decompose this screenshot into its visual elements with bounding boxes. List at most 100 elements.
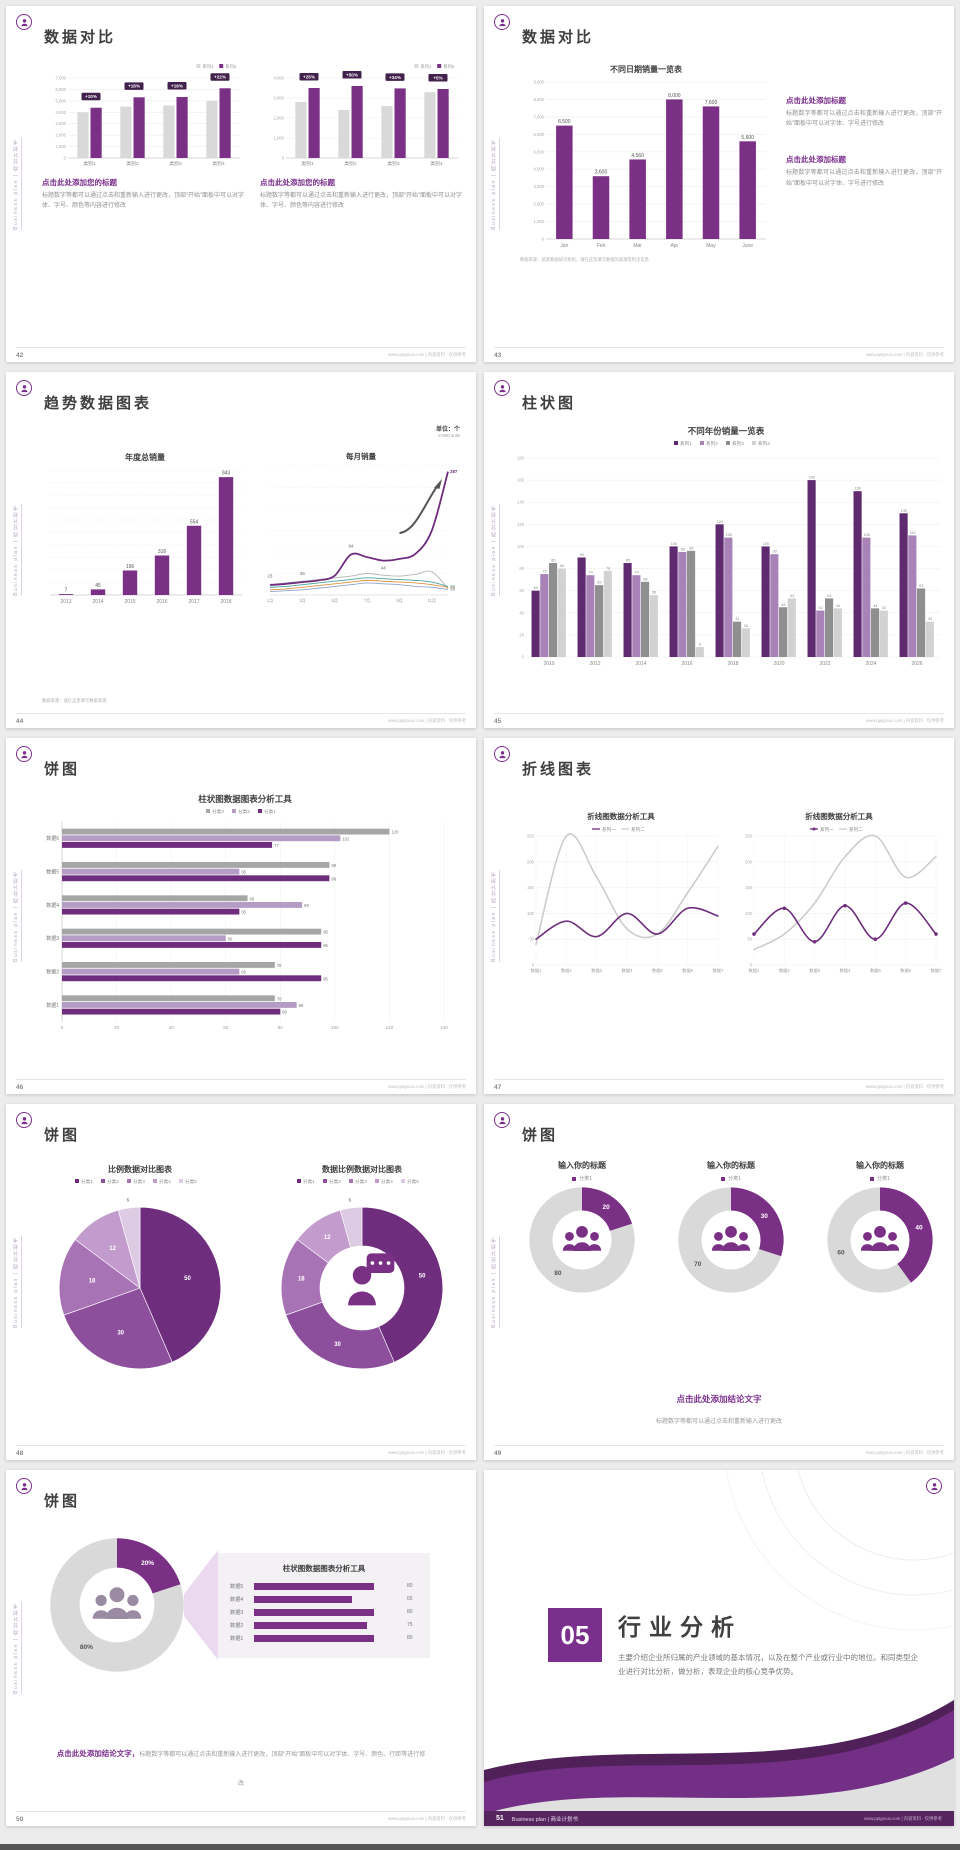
svg-text:分类5: 分类5 — [407, 1178, 419, 1185]
svg-text:60: 60 — [223, 1025, 229, 1030]
svg-text:2014: 2014 — [635, 661, 646, 667]
hbar-row: 数据5 80 — [230, 1582, 413, 1590]
svg-text:316: 316 — [158, 549, 167, 555]
page-number: 44 — [16, 717, 24, 725]
svg-text:42: 42 — [819, 606, 823, 610]
svg-text:分类4: 分类4 — [159, 1178, 171, 1185]
donut-title: 输入你的标题 — [707, 1161, 755, 1170]
donut-title: 输入你的标题 — [856, 1161, 904, 1170]
svg-text:0: 0 — [750, 963, 753, 968]
svg-text:15: 15 — [450, 586, 455, 591]
chart-block: 系列2 系列1 7,000 6,000 5,000 4,000 3,000 2,000 1,00… — [42, 62, 244, 211]
svg-text:56: 56 — [652, 591, 656, 595]
slide-43-data-comparison[interactable]: Business plan | 商业计划书 数据对比 不同日期销量一览表 9,00… — [484, 6, 954, 362]
conclusion-heading: 点击此处添加结论文字， — [56, 1749, 140, 1759]
text-block: 点击此处添加标题 标题数字等都可以通过点击和重新输入进行更改，顶部“开始”面板中… — [786, 88, 942, 129]
slide-47-line-charts[interactable]: Business plan | 商业计划书 折线图表 折线图数据分析工具 系列一 系… — [484, 738, 954, 1094]
svg-text:120: 120 — [517, 522, 525, 527]
svg-text:60: 60 — [519, 588, 524, 593]
svg-text:6,000: 6,000 — [534, 132, 545, 137]
svg-text:数据比例数据对比图表: 数据比例数据对比图表 — [322, 1164, 403, 1174]
svg-text:系列1: 系列1 — [202, 63, 214, 70]
svg-text:11月: 11月 — [428, 598, 437, 604]
svg-text:数据4: 数据4 — [840, 967, 851, 974]
section-text: 行业分析 主要介绍企业所归属的产业领域的基本情况，以及在整个产业或行业中的地位。… — [618, 1608, 918, 1680]
column-chart-left: 系列2 系列1 7,000 6,000 5,000 4,000 3,000 2,000 1,00… — [42, 62, 244, 170]
caption-body: 标题数字等都可以通过点击和重新输入进行更改，顶部“开始”面板中可以对字体、字号、… — [260, 193, 462, 210]
svg-text:5,000: 5,000 — [534, 149, 545, 154]
pie-chart: 比例数据对比图表 分类1 分类2 分类3 分类4 分类5 50 30 18 12 5 — [36, 1162, 244, 1390]
conclusion-body: 标题数字等都可以通过点击和重新输入进行更改，顶部“开始”面板中可以对字体、字号、… — [139, 1752, 426, 1788]
side-watermark: Business plan | 商业计划书 — [490, 1236, 500, 1328]
svg-text:44: 44 — [873, 604, 877, 608]
donut-block: 输入你的标题 分类1 40 60 — [816, 1160, 944, 1296]
side-watermark: Business plan | 商业计划书 — [490, 504, 500, 596]
svg-text:60: 60 — [534, 586, 538, 590]
svg-text:100: 100 — [745, 911, 753, 916]
svg-text:80: 80 — [282, 1010, 287, 1015]
svg-text:2016: 2016 — [156, 599, 167, 605]
svg-text:8,000: 8,000 — [534, 97, 545, 102]
page-number: 42 — [16, 351, 24, 359]
slide-42-data-comparison[interactable]: Business plan | 商业计划书 数据对比 系列2 系列1 7,000 6,… — [6, 6, 476, 362]
slide-title: 饼图 — [522, 1127, 559, 1144]
svg-text:196: 196 — [126, 564, 135, 570]
footer-site-text: www.pptgroux.com | 内容资料 · 仅供参考 — [866, 1084, 944, 1089]
slide-49-donut-charts[interactable]: Business plan | 商业计划书 饼图 输入你的标题 分类1 20 80… — [484, 1104, 954, 1460]
side-watermark: Business plan | 商业计划书 — [12, 138, 22, 230]
svg-text:2020: 2020 — [773, 661, 784, 667]
donut-chart: 20 80 — [526, 1184, 638, 1296]
svg-text:数据1: 数据1 — [531, 967, 542, 974]
svg-text:类别1: 类别1 — [83, 160, 96, 167]
brand-logo-icon — [16, 14, 32, 30]
svg-text:类别4: 类别4 — [430, 160, 443, 167]
footer-site-text: www.pptgroux.com | 内容资料 · 仅供参考 — [866, 352, 944, 357]
svg-text:+22%: +22% — [214, 75, 226, 80]
svg-text:50: 50 — [529, 937, 534, 942]
slide-footer: 51 Business plan | 商业计划书 www.pptgroux.co… — [484, 1811, 954, 1826]
footer-site-text: www.pptgroux.com | 内容资料 · 仅供参考 — [388, 1450, 466, 1455]
svg-text:每月销量: 每月销量 — [346, 451, 376, 461]
svg-text:150: 150 — [527, 885, 535, 890]
svg-text:分类1: 分类1 — [81, 1178, 93, 1185]
page-number: 45 — [494, 717, 502, 725]
svg-text:数据5: 数据5 — [46, 869, 59, 876]
svg-text:74: 74 — [635, 571, 639, 575]
svg-text:分类3: 分类3 — [212, 808, 224, 815]
brand-logo-icon — [494, 14, 510, 30]
footer-site-text: www.pptgroux.com | 内容资料 · 仅供参考 — [866, 718, 944, 723]
svg-text:100: 100 — [763, 542, 769, 546]
svg-text:180: 180 — [517, 456, 525, 461]
footer-site-text: www.pptgroux.com | 内容资料 · 仅供参考 — [864, 1815, 942, 1821]
svg-text:30: 30 — [117, 1330, 124, 1336]
slide-45-column-chart[interactable]: Business plan | 商业计划书 柱状图 不同年份销量一览表 系列1 系列… — [484, 372, 954, 728]
svg-text:系列二: 系列二 — [849, 826, 863, 833]
caption-heading: 点击此处添加标题 — [786, 96, 846, 105]
caption-heading: 点击此处添加您的标题 — [260, 178, 335, 187]
slide-51-section-divider[interactable]: 05 行业分析 主要介绍企业所归属的产业领域的基本情况，以及在整个产业或行业中的… — [484, 1470, 954, 1826]
svg-text:系列2: 系列2 — [225, 63, 237, 70]
slide-44-trend-charts[interactable]: Business plan | 商业计划书 趋势数据图表 单位：个 in'000… — [6, 372, 476, 728]
svg-text:数据5: 数据5 — [870, 967, 881, 974]
slide-46-hbar-chart[interactable]: Business plan | 商业计划书 饼图 柱状图数据图表分析工具 分类3 分… — [6, 738, 476, 1094]
svg-text:May: May — [706, 243, 716, 249]
chart-pair-area: 折线图数据分析工具 系列一 系列二 0 50 100 150 200 250 数据1 数据2 数据3 数… — [518, 810, 944, 978]
conclusion: 点击此处添加结论文字 标题数字等都可以通过点击和重新输入进行更改 — [484, 1393, 954, 1428]
slide-title: 饼图 — [44, 1493, 81, 1510]
svg-text:年度总销量: 年度总销量 — [125, 452, 165, 462]
side-watermark: Business plan | 商业计划书 — [490, 870, 500, 962]
svg-text:数据3: 数据3 — [591, 967, 602, 974]
donut-row: 输入你的标题 分类1 20 80 输入你的标题 分类1 30 70 输入你的标题 分… — [518, 1160, 944, 1296]
svg-text:折线图数据分析工具: 折线图数据分析工具 — [805, 811, 873, 821]
slide-50-donut-analysis[interactable]: Business plan | 商业计划书 饼图 20% 80% 柱状图数据图表分… — [6, 1470, 476, 1826]
svg-text:类别1: 类别1 — [301, 160, 314, 167]
svg-text:108: 108 — [725, 533, 731, 537]
svg-text:12: 12 — [324, 1235, 331, 1241]
svg-text:类别3: 类别3 — [169, 160, 182, 167]
svg-text:140: 140 — [440, 1025, 448, 1030]
panel-title: 柱状图数据图表分析工具 — [282, 1563, 366, 1573]
svg-text:不同年份销量一览表: 不同年份销量一览表 — [688, 426, 765, 436]
slide-48-pie-charts[interactable]: Business plan | 商业计划书 饼图 比例数据对比图表 分类1 分类2 分… — [6, 1104, 476, 1460]
brand-logo-icon — [926, 1478, 942, 1494]
svg-text:130: 130 — [901, 509, 907, 513]
